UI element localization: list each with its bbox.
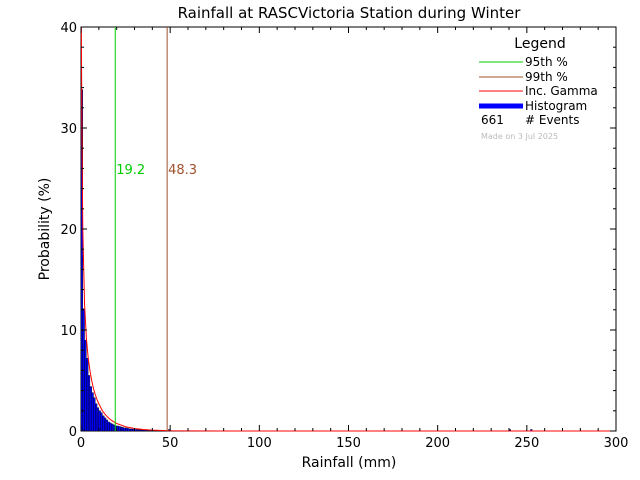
- histogram-bar: [148, 430, 151, 432]
- histogram-bar: [123, 427, 126, 432]
- histogram-bar: [143, 429, 146, 432]
- y-tick-label: 20: [60, 223, 77, 238]
- histogram-bar: [111, 423, 114, 432]
- y-tick-label: 40: [60, 21, 77, 36]
- y-tick-label: 30: [60, 122, 77, 137]
- histogram-bar: [118, 426, 121, 432]
- x-tick-label: 250: [514, 436, 539, 451]
- x-tick-label: 100: [247, 436, 272, 451]
- histogram-bar: [112, 424, 116, 432]
- histogram-bar: [103, 417, 107, 432]
- legend-p99-label: 99th %: [525, 70, 568, 84]
- axes: 0 50 100 150 200 250 300 0 10 20 30 40: [60, 21, 628, 451]
- histogram-bar: [130, 428, 133, 432]
- chart-marks: 19.2 48.3: [80, 26, 616, 432]
- p99-value-label: 48.3: [168, 163, 197, 178]
- x-tick-label: 300: [604, 436, 629, 451]
- histogram-bar: [86, 358, 89, 432]
- histogram-bar: [121, 427, 124, 432]
- y-axis-label: Probability (%): [37, 178, 53, 281]
- x-tick-label: 150: [336, 436, 361, 451]
- histogram-bar: [125, 427, 128, 432]
- made-on-note: Made on 3 Jul 2025: [481, 132, 558, 141]
- p95-value-label: 19.2: [116, 163, 145, 178]
- histogram-bar: [139, 429, 142, 432]
- histogram-bar: [127, 428, 130, 432]
- histogram-bar: [107, 421, 110, 432]
- histogram-bar: [93, 397, 96, 432]
- histogram-bar: [96, 407, 100, 432]
- y-tick-label: 10: [60, 324, 77, 339]
- x-tick-label: 0: [77, 436, 85, 451]
- histogram-bar: [89, 386, 92, 432]
- x-axis-label: Rainfall (mm): [302, 455, 397, 471]
- legend-hist-label: Histogram: [525, 99, 587, 113]
- histogram-bar: [91, 392, 94, 432]
- legend: Legend 95th % 99th % Inc. Gamma Histogra…: [479, 36, 598, 141]
- histogram-bar: [136, 429, 139, 432]
- histogram-bar: [95, 403, 98, 432]
- histogram-bar: [109, 422, 112, 432]
- legend-gamma-label: Inc. Gamma: [525, 84, 598, 98]
- legend-events-label: # Events: [525, 113, 580, 127]
- legend-p95-label: 95th %: [525, 55, 568, 69]
- histogram-bar: [144, 429, 148, 432]
- x-tick-label: 200: [425, 436, 450, 451]
- histogram-bar: [128, 428, 132, 432]
- legend-title: Legend: [514, 36, 565, 52]
- legend-events-count: 661: [481, 113, 504, 127]
- histogram-bar: [102, 415, 105, 432]
- x-tick-label: 50: [162, 436, 179, 451]
- histogram-bar: [100, 412, 103, 432]
- histogram-bar: [137, 429, 141, 432]
- chart-title: Rainfall at RASCVictoria Station during …: [178, 4, 522, 22]
- histogram-bar: [84, 339, 87, 432]
- y-tick-label: 0: [69, 425, 77, 440]
- histogram-bar: [120, 426, 123, 432]
- histogram-bar: [87, 375, 91, 432]
- histogram-bar: [82, 308, 85, 432]
- histogram-bar: [141, 429, 144, 432]
- histogram-bar: [105, 419, 108, 432]
- histogram-bar: [98, 410, 101, 432]
